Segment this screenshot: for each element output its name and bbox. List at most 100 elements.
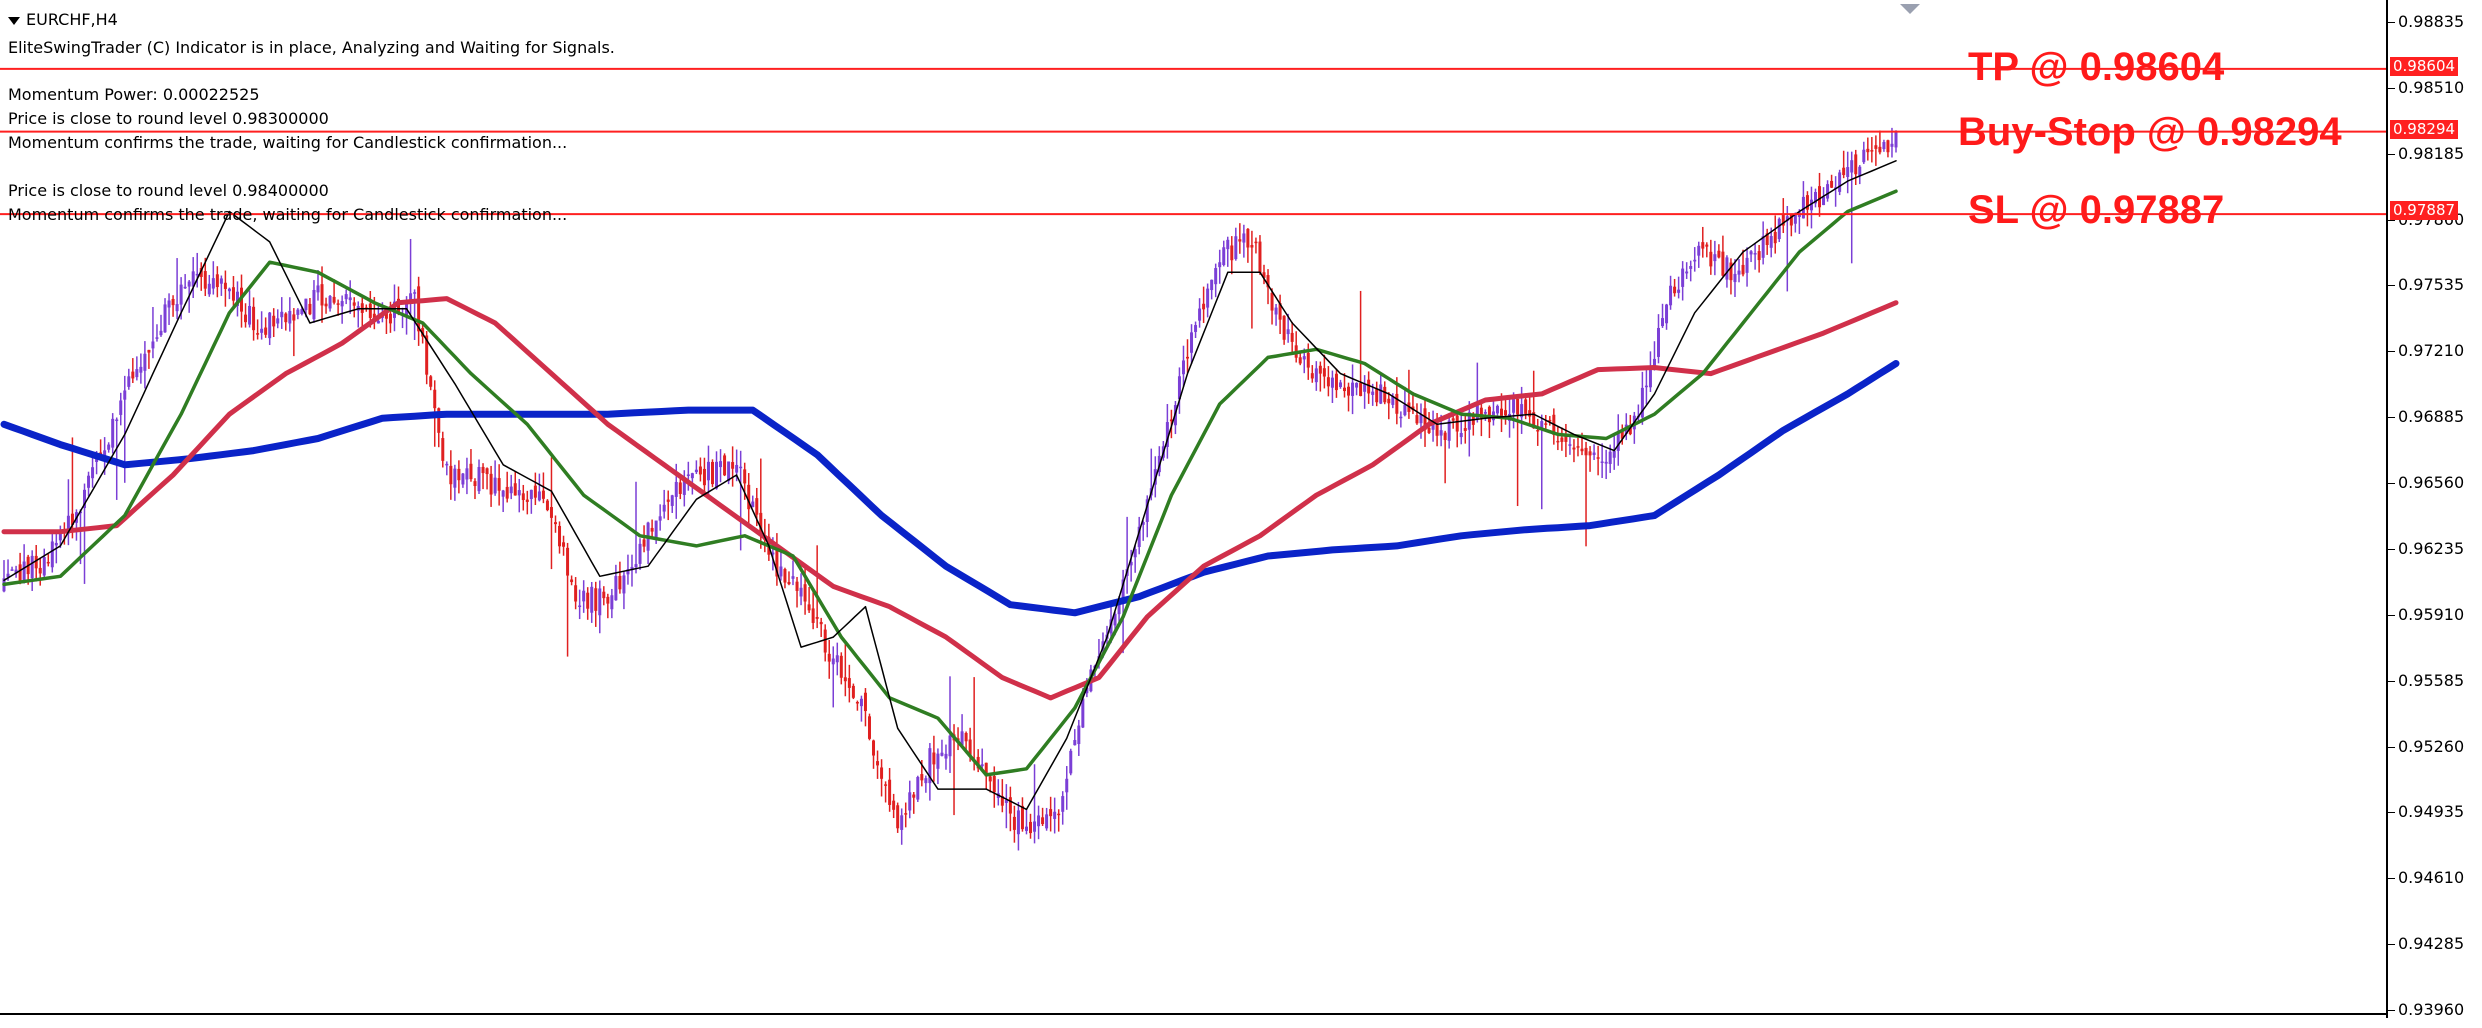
bear-candle — [566, 547, 570, 576]
bear-candle — [284, 313, 288, 323]
bear-candle — [1572, 447, 1576, 450]
bear-candle — [1673, 286, 1677, 294]
bear-candle — [541, 490, 545, 499]
shift-marker-icon[interactable] — [1900, 4, 1920, 14]
bear-candle — [1262, 272, 1266, 278]
bear-candle — [723, 455, 727, 476]
bull-candle — [1769, 236, 1773, 248]
bull-candle — [1371, 391, 1375, 395]
bear-candle — [256, 333, 260, 335]
price-tick-label: 0.98835 — [2398, 12, 2465, 31]
bull-candle — [288, 310, 292, 324]
bull-candle — [1862, 149, 1866, 163]
price-tick-label: 0.94610 — [2398, 868, 2465, 888]
bear-candle — [666, 499, 670, 502]
bull-candle — [1697, 245, 1701, 256]
bull-candle — [658, 516, 662, 521]
bull-candle — [1399, 416, 1403, 419]
bear-candle — [1705, 244, 1709, 247]
bull-candle — [960, 731, 964, 746]
symbol-title: EURCHF,H4 — [8, 12, 118, 28]
price-tick — [2387, 1010, 2395, 1011]
bull-candle — [348, 297, 352, 301]
bear-candle — [1455, 415, 1459, 432]
bull-candle — [835, 655, 839, 663]
buy-stop-label: Buy-Stop @ 0.98294 — [1958, 110, 2342, 154]
bear-candle — [807, 604, 811, 611]
bull-candle — [151, 341, 155, 349]
bear-candle — [618, 575, 622, 590]
bull-candle — [1073, 740, 1077, 746]
bull-candle — [1016, 810, 1020, 835]
bull-candle — [91, 467, 95, 479]
bull-candle — [686, 474, 690, 476]
price-tick-label: 0.95585 — [2398, 670, 2465, 690]
bear-candle — [1499, 408, 1503, 416]
bull-candle — [1568, 444, 1572, 446]
bear-candle — [1318, 365, 1322, 374]
bear-candle — [992, 775, 996, 793]
bear-candle — [336, 303, 340, 305]
bull-candle — [312, 289, 316, 320]
bear-candle — [586, 592, 590, 609]
bear-candle — [441, 438, 445, 461]
bear-candle — [574, 585, 578, 602]
price-tick-label: 0.97535 — [2398, 275, 2465, 295]
bull-candle — [940, 752, 944, 756]
bull-candle — [1894, 131, 1898, 148]
bear-candle — [1874, 145, 1878, 149]
bear-candle — [1830, 180, 1834, 188]
price-tick-label: 0.98185 — [2398, 143, 2465, 163]
trade-level-lines[interactable] — [0, 67, 2387, 216]
sl-label: SL @ 0.97887 — [1968, 188, 2225, 232]
bear-candle — [783, 569, 787, 583]
bull-candle — [1689, 266, 1693, 269]
momentum-power: Momentum Power: 0.00022525 — [8, 85, 260, 104]
bear-candle — [1347, 386, 1351, 396]
bull-candle — [582, 590, 586, 602]
price-tick-label: 0.96885 — [2398, 407, 2465, 427]
bull-candle — [22, 561, 26, 583]
collapse-triangle-icon[interactable] — [8, 16, 20, 25]
bear-candle — [1169, 419, 1173, 422]
bull-candle — [1085, 687, 1089, 694]
bear-candle — [525, 499, 529, 502]
bear-candle — [18, 564, 22, 581]
bull-candle — [727, 461, 731, 482]
bear-candle — [876, 761, 880, 766]
bear-candle — [1435, 423, 1439, 436]
bear-candle — [372, 313, 376, 319]
bear-candle — [425, 335, 429, 375]
bull-candle — [1612, 450, 1616, 458]
bull-candle — [682, 478, 686, 495]
bull-candle — [670, 495, 674, 506]
bull-candle — [191, 271, 195, 287]
bear-candle — [1254, 241, 1258, 244]
bear-candle — [1709, 251, 1713, 267]
price-tick — [2387, 153, 2395, 155]
bull-candle — [924, 778, 928, 784]
bull-candle — [328, 296, 332, 309]
bull-candle — [537, 491, 541, 501]
bull-candle — [1512, 399, 1516, 413]
bear-candle — [469, 463, 473, 480]
bear-candle — [759, 512, 763, 534]
bull-candle — [1447, 420, 1451, 441]
bull-candle — [1733, 273, 1737, 283]
bull-candle — [119, 400, 123, 415]
bear-candle — [1049, 809, 1053, 817]
bear-candle — [731, 462, 735, 469]
bear-candle — [421, 328, 425, 337]
bull-candle — [706, 461, 710, 481]
bear-candle — [38, 567, 42, 574]
bear-candle — [70, 513, 74, 525]
bull-candle — [167, 300, 171, 308]
bear-candle — [473, 481, 477, 487]
bull-candle — [111, 418, 115, 448]
bull-candle — [1669, 285, 1673, 306]
bear-candle — [988, 776, 992, 782]
bull-candle — [614, 576, 618, 601]
bull-candle — [771, 552, 775, 555]
